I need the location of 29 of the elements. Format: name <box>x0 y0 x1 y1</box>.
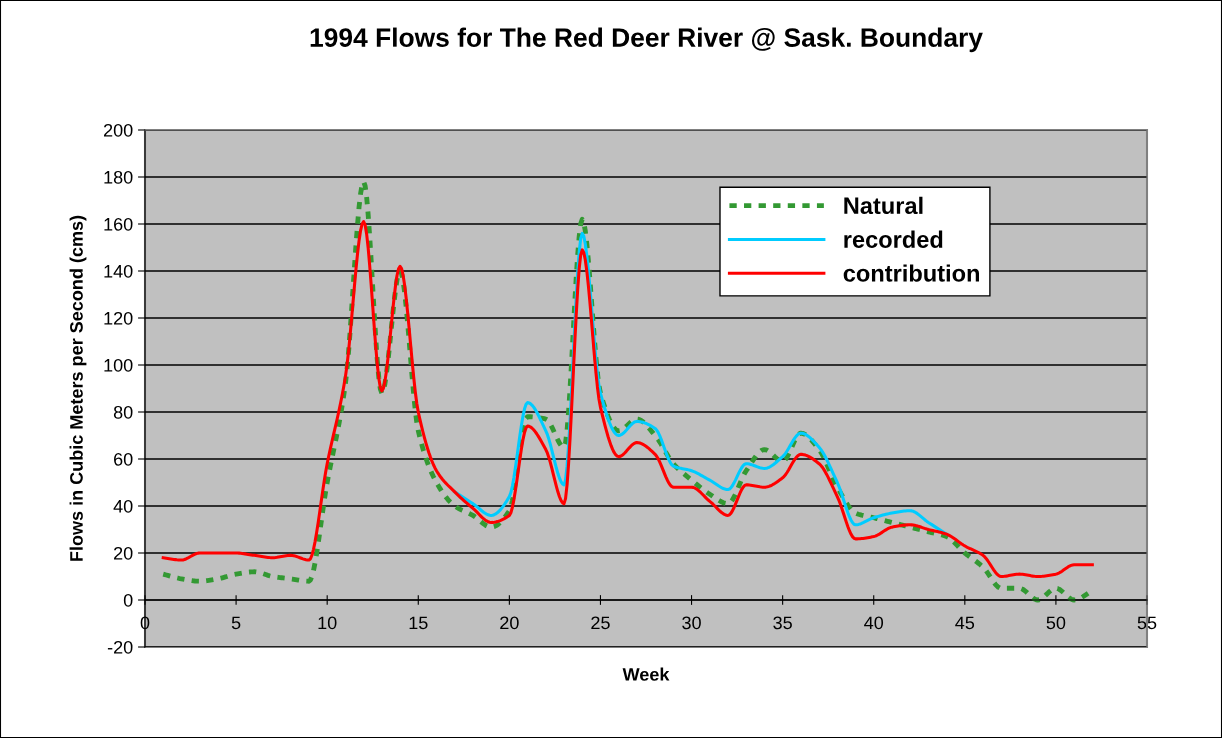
x-tick-label: 55 <box>1137 616 1157 630</box>
y-tick-label: 0 <box>123 593 133 607</box>
x-tick-label: 20 <box>500 616 519 630</box>
x-tick-label: 30 <box>682 616 701 630</box>
y-tick-label: 160 <box>104 217 133 231</box>
y-tick-label: 120 <box>104 311 133 325</box>
y-tick-label: 80 <box>113 405 133 419</box>
y-tick-label: 140 <box>104 264 133 278</box>
x-tick-label: 25 <box>591 616 610 630</box>
x-tick-label: 35 <box>773 616 792 630</box>
legend-label: Natural <box>844 196 923 215</box>
y-axis-title: Flows in Cubic Meters per Second (cms) <box>69 215 87 561</box>
legend-label: contribution <box>843 264 980 282</box>
x-tick-label: 40 <box>864 616 884 630</box>
y-tick-label: 20 <box>114 546 133 560</box>
x-tick-label: 50 <box>1046 616 1066 630</box>
y-tick-label: 100 <box>104 358 133 372</box>
x-tick-label: 45 <box>955 616 975 630</box>
y-tick-label: 200 <box>103 123 133 137</box>
x-tick-label: 15 <box>409 616 428 630</box>
y-tick-label: 40 <box>113 499 133 513</box>
y-tick-label: 180 <box>104 170 133 184</box>
y-tick-label: 60 <box>114 452 133 466</box>
x-tick-label: 10 <box>318 616 337 630</box>
x-axis-title: Week <box>622 667 670 681</box>
x-tick-label: 5 <box>231 616 241 630</box>
y-tick-label: -20 <box>107 640 133 654</box>
chart-title: 1994 Flows for The Red Deer River @ Sask. Boundary <box>310 27 983 53</box>
legend-label: recorded <box>844 230 943 248</box>
